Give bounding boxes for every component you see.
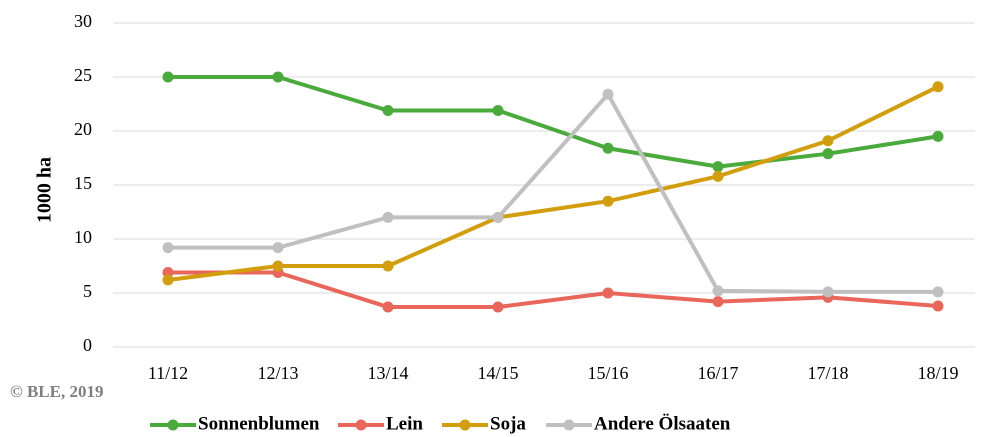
y-tick-label: 30 — [74, 11, 92, 31]
legend-label: Andere Ölsaaten — [594, 413, 731, 434]
legend-label: Soja — [490, 413, 526, 434]
data-point — [382, 104, 394, 116]
x-tick-label: 12/13 — [257, 363, 298, 383]
data-point — [272, 260, 284, 272]
data-point — [162, 274, 174, 286]
data-point — [492, 104, 504, 116]
data-point — [932, 130, 944, 142]
series-line — [167, 84, 939, 283]
legend-marker — [563, 419, 575, 431]
copyright: © BLE, 2019 — [10, 382, 103, 401]
series-line — [168, 75, 939, 169]
y-axis-label: 1000 ha — [34, 157, 56, 223]
data-point — [822, 286, 834, 298]
y-tick-label: 10 — [74, 227, 92, 247]
data-point — [272, 242, 284, 254]
x-tick-label: 11/12 — [148, 363, 188, 383]
data-point — [602, 195, 614, 207]
series-line — [168, 270, 939, 310]
legend-marker — [355, 419, 367, 431]
x-tick-label: 16/17 — [697, 363, 738, 383]
legend-marker — [167, 419, 179, 431]
data-point — [932, 300, 944, 312]
data-point — [712, 170, 724, 182]
data-point — [932, 286, 944, 298]
data-point — [492, 301, 504, 313]
series-line — [168, 92, 938, 294]
y-tick-label: 0 — [83, 335, 92, 355]
data-point — [712, 161, 724, 173]
legend-marker — [459, 419, 471, 431]
data-point — [932, 81, 944, 93]
data-point — [712, 296, 724, 308]
x-tick-label: 18/19 — [917, 363, 958, 383]
data-point — [162, 266, 174, 278]
data-point — [272, 71, 284, 83]
x-tick-label: 14/15 — [477, 363, 518, 383]
data-point — [162, 71, 174, 83]
y-tick-label: 20 — [74, 119, 92, 139]
data-point — [602, 88, 614, 100]
data-point — [822, 135, 834, 147]
x-tick-label: 15/16 — [587, 363, 628, 383]
y-tick-label: 25 — [74, 65, 92, 85]
data-point — [382, 260, 394, 272]
x-tick-label: 13/14 — [367, 363, 408, 383]
data-point — [822, 148, 834, 160]
x-tick-label: 17/18 — [807, 363, 848, 383]
data-point — [602, 142, 614, 154]
data-point — [162, 242, 174, 254]
data-point — [382, 301, 394, 313]
data-point — [492, 211, 504, 223]
legend-label: Sonnenblumen — [198, 413, 320, 434]
y-tick-label: 15 — [74, 173, 92, 193]
data-point — [712, 285, 724, 297]
y-tick-label: 5 — [83, 281, 92, 301]
data-point — [602, 287, 614, 299]
legend-label: Lein — [386, 413, 423, 434]
data-point — [382, 211, 394, 223]
